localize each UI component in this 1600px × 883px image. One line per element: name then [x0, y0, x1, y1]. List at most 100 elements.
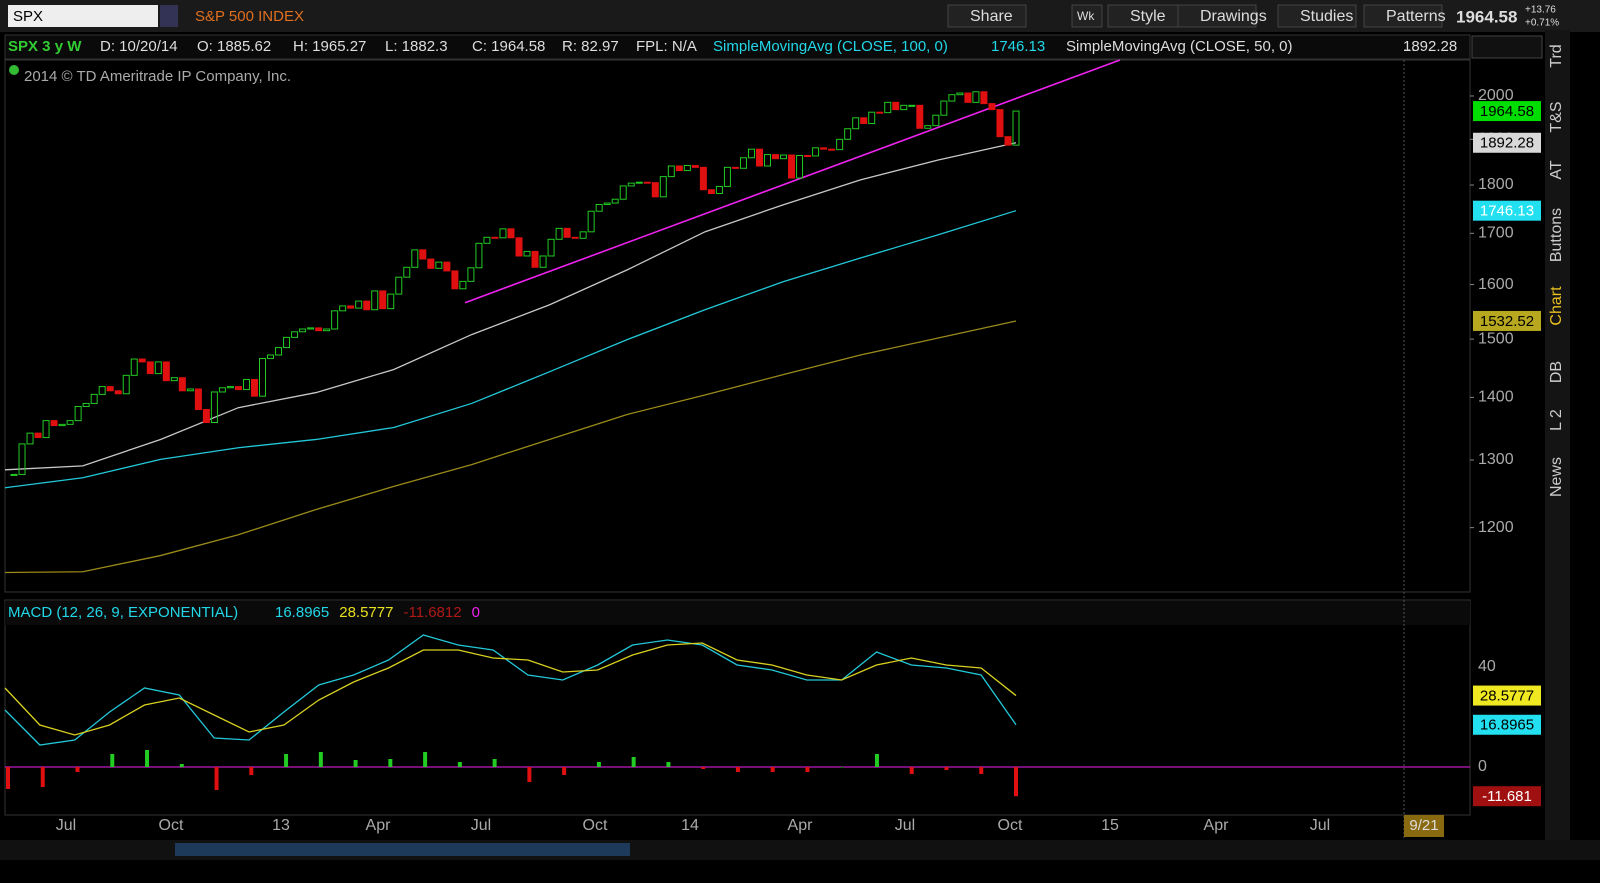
- info-field: R: 82.97: [562, 38, 619, 55]
- side-tab[interactable]: Trd: [1548, 44, 1565, 67]
- candle: [42, 420, 50, 439]
- info-field: O: 1885.62: [197, 38, 271, 55]
- histogram-bar: [388, 759, 393, 767]
- toolbar-button[interactable]: [947, 4, 1027, 28]
- candle: [50, 420, 58, 427]
- candle: [651, 182, 659, 198]
- candle: [956, 92, 964, 96]
- candle: [435, 261, 443, 269]
- candle: [788, 154, 796, 179]
- symbol-input[interactable]: [8, 5, 158, 27]
- y-tick-label: 1600: [1478, 276, 1514, 293]
- toolbar-button[interactable]: [1177, 4, 1257, 28]
- info-field: L: 1882.3: [385, 38, 448, 55]
- histogram-bar: [770, 767, 775, 772]
- value-badge: [1473, 714, 1541, 735]
- candle: [804, 154, 812, 157]
- candle: [347, 305, 355, 309]
- candle: [900, 104, 908, 111]
- info-field: SPX 3 y W: [8, 38, 82, 55]
- candle: [483, 236, 491, 244]
- x-tick-label: Oct: [583, 817, 608, 834]
- side-tab[interactable]: News: [1548, 457, 1565, 497]
- candle: [202, 409, 210, 423]
- candle: [419, 249, 427, 260]
- histogram-bar: [562, 767, 567, 775]
- side-tab[interactable]: T&S: [1548, 101, 1565, 132]
- candle: [643, 181, 651, 184]
- candle: [355, 300, 363, 309]
- x-tick-label: Apr: [366, 817, 392, 834]
- candle: [250, 378, 258, 397]
- symbol-dropdown[interactable]: [160, 5, 178, 27]
- histogram-bar: [909, 767, 914, 774]
- candle: [555, 227, 563, 240]
- symbol: SPX: [13, 8, 43, 25]
- candle: [715, 185, 723, 195]
- info-field: SimpleMovingAvg (CLOSE, 100, 0): [713, 38, 948, 55]
- candle: [26, 432, 34, 445]
- candle: [106, 386, 114, 392]
- candle: [226, 386, 234, 389]
- candle: [547, 238, 555, 257]
- x-tick-label: Jul: [1310, 817, 1330, 834]
- candle: [307, 327, 315, 330]
- toolbar-button[interactable]: [1071, 4, 1103, 28]
- candle: [98, 386, 106, 395]
- candle: [852, 117, 860, 130]
- histogram-bar: [6, 767, 10, 789]
- side-tab[interactable]: DB: [1548, 361, 1565, 383]
- x-tick-label: Apr: [1204, 817, 1230, 834]
- candle: [459, 280, 467, 290]
- drawing-button[interactable]: [1471, 35, 1543, 59]
- candle: [683, 165, 691, 172]
- x-tick-label: 14: [681, 817, 699, 834]
- value-badge: [1473, 200, 1541, 221]
- info-field: D: 10/20/14: [100, 38, 178, 55]
- scroll-thumb[interactable]: [175, 843, 630, 856]
- candle: [523, 250, 531, 257]
- candle: [707, 189, 715, 195]
- macd-header-value: 0: [472, 604, 480, 621]
- candle: [154, 361, 162, 375]
- candle: [836, 138, 844, 151]
- candle: [531, 250, 539, 268]
- histogram-bar: [701, 767, 706, 769]
- x-tick-label: 15: [1101, 817, 1119, 834]
- moving-average: [4, 142, 1017, 471]
- candle: [988, 103, 996, 111]
- description: S&P 500 INDEX: [195, 8, 304, 25]
- histogram-bar: [805, 767, 810, 772]
- trendline: [464, 59, 1121, 304]
- candle: [258, 357, 266, 397]
- info-field: SimpleMovingAvg (CLOSE, 50, 0): [1066, 38, 1293, 55]
- price-pane: [4, 59, 1471, 593]
- histogram-bar: [492, 759, 497, 767]
- macd-pane: [4, 599, 1471, 816]
- value-badge-label: 1746.13: [1480, 203, 1534, 220]
- candle: [635, 181, 643, 184]
- side-tab[interactable]: Chart: [1548, 286, 1565, 326]
- toolbar-button-label: Share: [970, 8, 1013, 25]
- info-bar: [4, 34, 1471, 60]
- toolbar-button[interactable]: [1277, 4, 1357, 28]
- candle: [539, 255, 547, 268]
- y-tick-label: 1700: [1478, 225, 1514, 242]
- toolbar-button-label: Style: [1130, 8, 1166, 25]
- side-tab[interactable]: AT: [1548, 160, 1565, 179]
- candle: [267, 354, 275, 359]
- value-badge-label: 16.8965: [1480, 717, 1534, 734]
- y-tick-label: 1300: [1478, 451, 1514, 468]
- candle: [443, 261, 451, 272]
- side-tab[interactable]: L 2: [1548, 409, 1565, 431]
- candle: [667, 165, 675, 178]
- side-tab[interactable]: Buttons: [1548, 208, 1565, 262]
- candle: [619, 185, 627, 200]
- toolbar-button[interactable]: [1363, 4, 1443, 28]
- value-badge-label: 28.5777: [1480, 688, 1534, 705]
- histogram-bar: [75, 767, 80, 772]
- x-tick-label: 13: [272, 817, 290, 834]
- candle: [162, 361, 170, 382]
- copyright: 2014 © TD Ameritrade IP Company, Inc.: [24, 68, 291, 85]
